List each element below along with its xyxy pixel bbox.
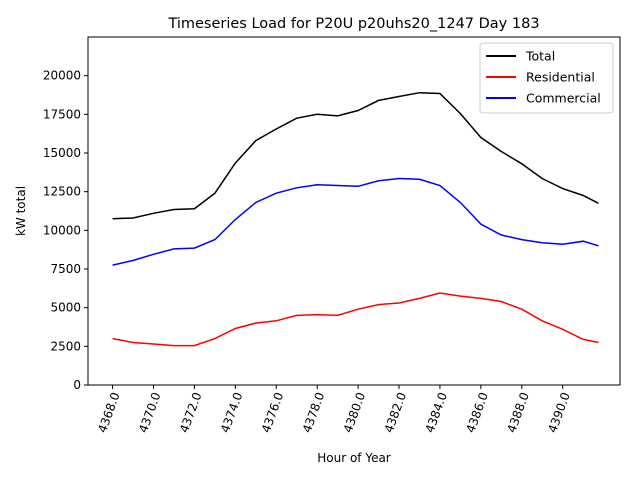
y-tick-label: 2500 bbox=[50, 339, 81, 353]
x-tick-label: 4374.0 bbox=[218, 390, 246, 434]
series-line-residential bbox=[112, 292, 599, 347]
x-tick-label: 4372.0 bbox=[177, 390, 205, 434]
y-axis: 0 2500 5000 7500 10000 12500 15000 17500 20000 bbox=[43, 69, 88, 392]
x-tick-label: 4384.0 bbox=[423, 390, 451, 434]
y-tick-label: 7500 bbox=[50, 262, 81, 276]
x-tick-label: 4380.0 bbox=[341, 390, 369, 434]
x-tick-label: 4376.0 bbox=[259, 390, 287, 434]
x-tick-label: 4382.0 bbox=[382, 390, 410, 434]
x-tick-label: 4388.0 bbox=[504, 390, 532, 434]
series-line-total bbox=[112, 91, 599, 220]
y-tick-label: 17500 bbox=[43, 107, 81, 121]
legend-label-residential: Residential bbox=[526, 70, 595, 85]
y-tick-label: 12500 bbox=[43, 185, 81, 199]
y-tick-label: 10000 bbox=[43, 223, 81, 237]
x-tick-label: 4370.0 bbox=[136, 390, 164, 434]
y-tick-label: 20000 bbox=[43, 69, 81, 83]
series-line-commercial bbox=[112, 177, 599, 266]
legend-box bbox=[479, 42, 614, 114]
x-axis-label: Hour of Year bbox=[317, 451, 391, 465]
x-tick-label: 4386.0 bbox=[463, 390, 491, 434]
y-tick-label: 15000 bbox=[43, 146, 81, 160]
plot-area bbox=[112, 91, 599, 347]
x-tick-label: 4368.0 bbox=[95, 390, 123, 434]
chart-title: Timeseries Load for P20U p20uhs20_1247 D… bbox=[167, 16, 539, 32]
y-axis-label: kW total bbox=[14, 186, 28, 236]
y-tick-label: 5000 bbox=[50, 301, 81, 315]
legend: Total Residential Commercial bbox=[479, 42, 614, 114]
legend-label-total: Total bbox=[525, 49, 555, 64]
y-tick-label: 0 bbox=[73, 378, 81, 392]
x-axis: 4368.0 4370.0 4372.0 4374.0 4376.0 4378.0 4380… bbox=[95, 385, 573, 435]
axes-frame bbox=[87, 36, 621, 386]
x-tick-label: 4378.0 bbox=[300, 390, 328, 434]
x-tick-label: 4390.0 bbox=[545, 390, 573, 434]
legend-label-commercial: Commercial bbox=[526, 91, 601, 106]
